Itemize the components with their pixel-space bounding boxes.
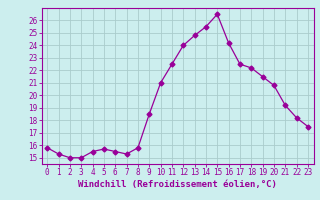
X-axis label: Windchill (Refroidissement éolien,°C): Windchill (Refroidissement éolien,°C) — [78, 180, 277, 189]
